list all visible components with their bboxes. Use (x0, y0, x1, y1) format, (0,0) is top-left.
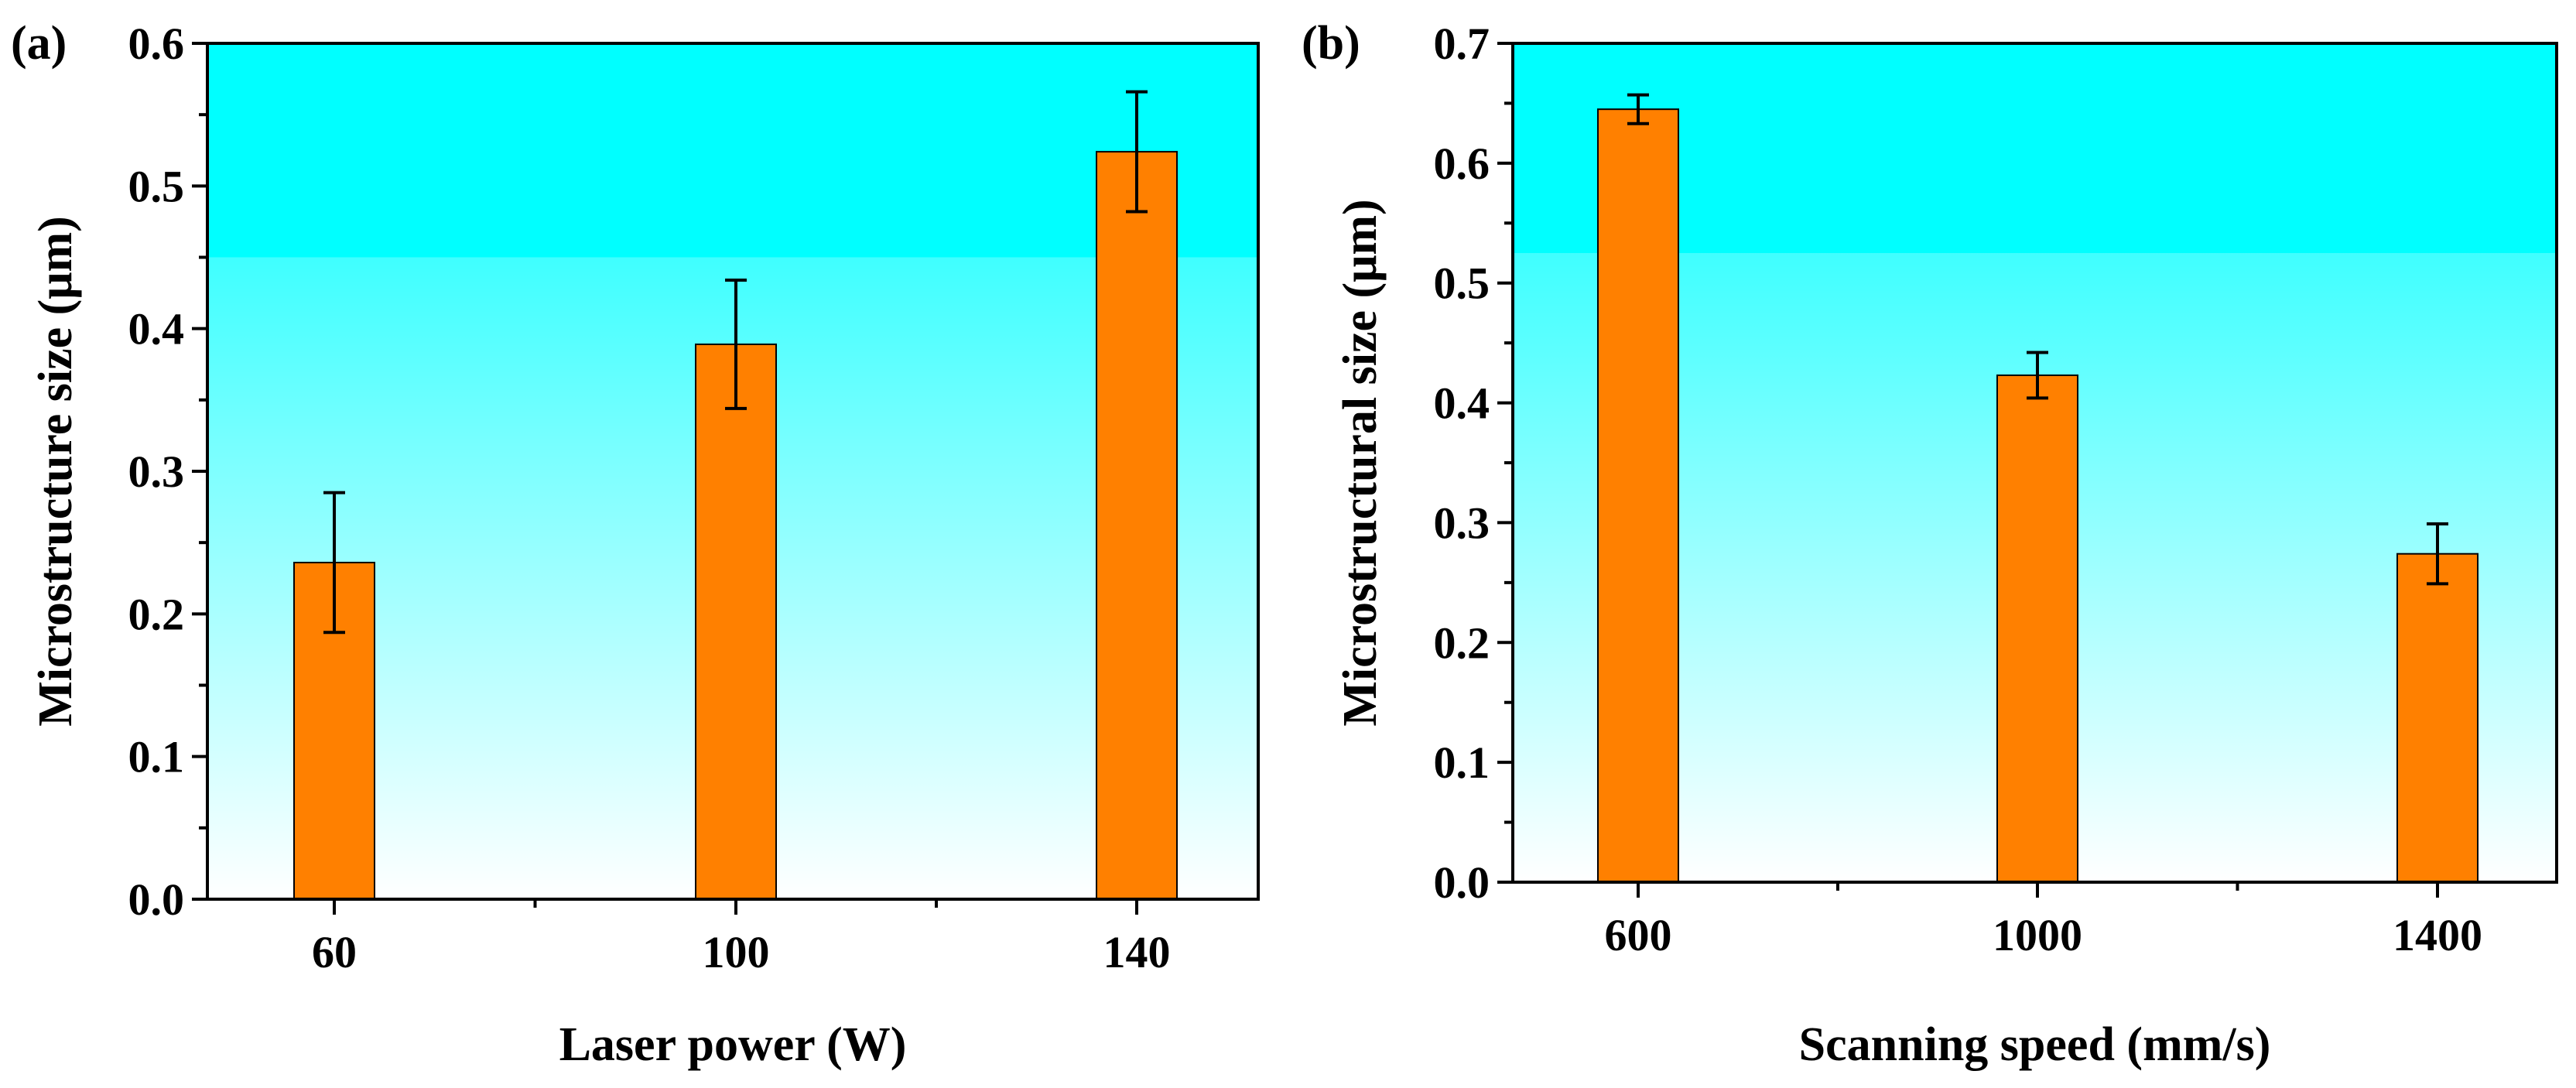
x-tick-label: 600 (1605, 910, 1672, 960)
y-tick-label: 0.4 (1434, 378, 1490, 429)
y-ticks-a: 0.0 0.1 0.2 0.3 0.4 0.5 0.6 (128, 19, 207, 925)
chart-panel-b: 0.0 0.1 0.2 0.3 0.4 0.5 0.6 0.7 600 1000 1400 (b)… (1302, 17, 2558, 1071)
x-ticks-b: 600 1000 1400 (1605, 882, 2482, 960)
bar (2396, 553, 2479, 883)
y-tick-label: 0.5 (128, 161, 185, 211)
x-axis-title-b: Scanning speed (mm/s) (1799, 1018, 2271, 1071)
bar (1597, 108, 1679, 883)
panel-label-a: (a) (11, 17, 67, 70)
x-tick-label: 100 (703, 927, 770, 977)
x-ticks-a: 60 100 140 (312, 899, 1171, 977)
x-tick-label: 1400 (2393, 910, 2482, 960)
chart-panel-a: 0.0 0.1 0.2 0.3 0.4 0.5 0.6 60 100 140 (a) Laser… (11, 17, 1260, 1071)
bars-a (293, 90, 1178, 901)
bar (1996, 374, 2078, 883)
x-tick-label: 140 (1103, 927, 1171, 977)
bars-b (1597, 93, 2479, 883)
panel-label-b: (b) (1302, 17, 1360, 70)
x-tick-label: 1000 (1993, 910, 2082, 960)
y-tick-label: 0.7 (1434, 19, 1490, 69)
x-axis-title-a: Laser power (W) (559, 1018, 907, 1071)
y-tick-label: 0.1 (1434, 737, 1490, 788)
y-ticks-b: 0.0 0.1 0.2 0.3 0.4 0.5 0.6 0.7 (1434, 19, 1513, 908)
y-tick-label: 0.0 (1434, 857, 1490, 908)
y-tick-label: 0.0 (128, 874, 185, 925)
y-tick-label: 0.2 (128, 589, 185, 639)
x-tick-label: 60 (312, 927, 357, 977)
bar (1096, 151, 1178, 901)
plot-frame-b (1511, 42, 2558, 884)
bar (695, 343, 777, 900)
y-tick-label: 0.3 (128, 446, 185, 497)
y-tick-label: 0.2 (1434, 618, 1490, 668)
y-axis-title-b: Microstructural size (μm) (1334, 199, 1387, 726)
y-tick-label: 0.4 (128, 304, 185, 354)
bar (293, 561, 375, 900)
y-tick-label: 0.1 (128, 732, 185, 782)
y-tick-label: 0.6 (1434, 139, 1490, 189)
y-axis-title-a: Microstructure size (μm) (29, 216, 82, 726)
y-tick-label: 0.3 (1434, 498, 1490, 548)
y-tick-label: 0.5 (1434, 258, 1490, 309)
y-tick-label: 0.6 (128, 19, 185, 69)
plot-frame-a (206, 42, 1260, 901)
